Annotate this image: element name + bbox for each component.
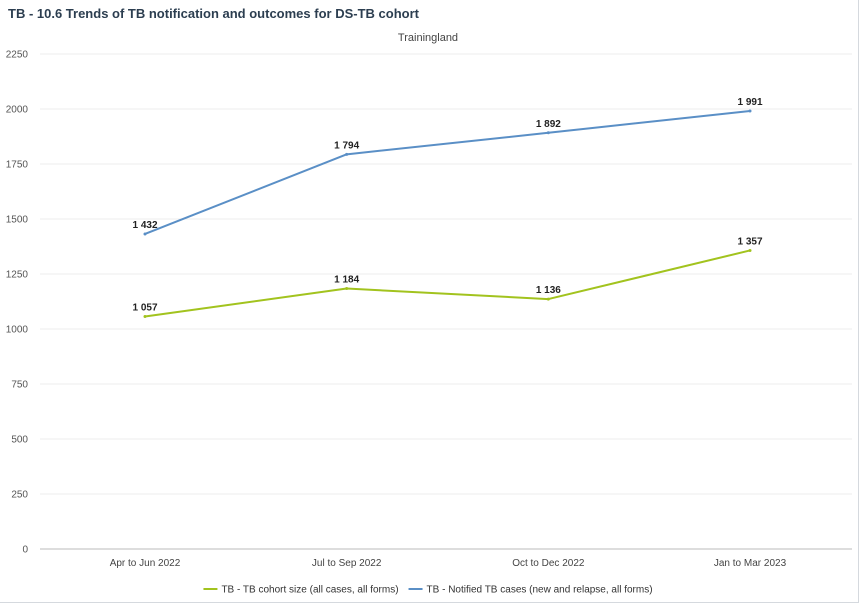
data-point[interactable] <box>143 314 147 318</box>
data-point[interactable] <box>546 131 550 135</box>
y-tick-label: 0 <box>22 545 28 556</box>
x-tick-label: Oct to Dec 2022 <box>512 558 585 569</box>
data-point[interactable] <box>546 297 550 301</box>
x-tick-label: Apr to Jun 2022 <box>110 558 181 569</box>
x-tick-label: Jan to Mar 2023 <box>714 558 787 569</box>
y-tick-label: 1500 <box>6 215 29 226</box>
chart-title: TB - 10.6 Trends of TB notification and … <box>8 6 419 21</box>
data-label: 1 991 <box>737 97 762 108</box>
legend-item-2[interactable]: TB - Notified TB cases (new and relapse,… <box>408 585 653 596</box>
y-tick-label: 1750 <box>6 160 29 171</box>
legend-label: TB - TB cohort size (all cases, all form… <box>221 585 398 596</box>
y-axis-ticks: 0 250 500 750 1000 1250 1500 1750 2000 2250 <box>6 50 29 556</box>
x-tick-label: Jul to Sep 2022 <box>312 558 382 569</box>
legend-label: TB - Notified TB cases (new and relapse,… <box>427 585 653 596</box>
data-point[interactable] <box>748 109 752 113</box>
y-tick-label: 2000 <box>6 105 29 116</box>
data-point[interactable] <box>345 287 349 291</box>
data-point[interactable] <box>143 232 147 236</box>
data-label: 1 357 <box>737 236 762 247</box>
gridlines <box>40 53 852 550</box>
y-tick-label: 750 <box>11 380 28 391</box>
y-tick-label: 1250 <box>6 270 29 281</box>
data-label: 1 892 <box>536 119 561 130</box>
series-line-2[interactable] <box>144 109 751 235</box>
data-point[interactable] <box>748 248 752 252</box>
series-lines <box>143 109 752 318</box>
data-label: 1 184 <box>334 275 359 286</box>
legend-item-1[interactable]: TB - TB cohort size (all cases, all form… <box>203 585 399 596</box>
y-tick-label: 2250 <box>6 50 29 61</box>
data-point[interactable] <box>345 152 349 156</box>
y-tick-label: 500 <box>11 435 28 446</box>
x-axis-ticks: Apr to Jun 2022 Jul to Sep 2022 Oct to Dec… <box>110 558 787 569</box>
y-tick-label: 1000 <box>6 325 29 336</box>
data-labels: 1 057 1 184 1 136 1 357 1 432 1 794 1 892 1 991 <box>132 97 762 313</box>
legend: TB - TB cohort size (all cases, all form… <box>203 585 653 596</box>
data-label: 1 057 <box>132 302 157 313</box>
series-line-1[interactable] <box>144 249 751 318</box>
data-label: 1 136 <box>536 285 561 296</box>
data-label: 1 794 <box>334 140 359 151</box>
chart-subtitle: Trainingland <box>398 32 458 44</box>
data-label: 1 432 <box>132 220 157 231</box>
y-tick-label: 250 <box>11 490 28 501</box>
